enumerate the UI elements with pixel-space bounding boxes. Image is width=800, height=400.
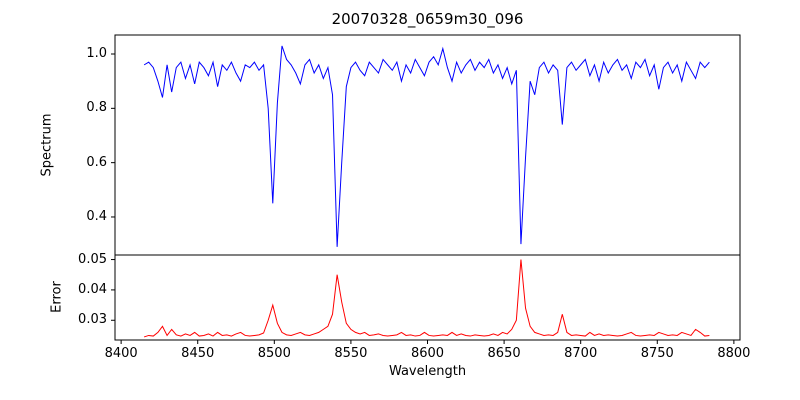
bottom-axes-box: [114, 254, 741, 341]
y-tick-label: 0.04: [78, 281, 107, 297]
spectrum-line: [143, 45, 710, 247]
x-tick-label: 8600: [410, 346, 445, 361]
y-tick-label: 0.6: [86, 154, 107, 170]
chart-title: 20070328_0659m30_096: [331, 10, 524, 28]
x-tick-label: 8450: [181, 346, 215, 361]
x-axis-label: Wavelength: [388, 364, 467, 379]
x-tick-label: 8550: [334, 346, 368, 361]
x-tick-label: 8500: [257, 346, 291, 361]
x-tick-label: 8650: [487, 346, 521, 361]
y-tick-label: 0.4: [86, 208, 107, 224]
y-tick-label: 0.05: [78, 251, 107, 267]
x-tick-label: 8750: [640, 346, 674, 361]
x-tick-label: 8400: [104, 346, 138, 361]
y-tick-label: 0.8: [86, 100, 107, 116]
y-tick-label: 1.0: [86, 46, 107, 61]
y-tick-label: 0.03: [78, 312, 107, 328]
x-tick-label: 8800: [717, 346, 751, 361]
error-line: [143, 259, 710, 338]
x-tick-label: 8700: [564, 346, 598, 361]
